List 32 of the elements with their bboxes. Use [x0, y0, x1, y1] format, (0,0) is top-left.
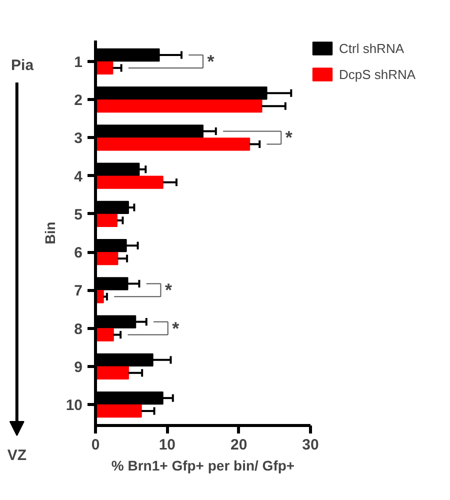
x-tick-label: 10 — [158, 436, 176, 454]
annotation: * — [207, 51, 214, 72]
text: VZ — [7, 447, 26, 464]
y-tick-label: 7 — [74, 282, 82, 300]
bar — [96, 99, 262, 113]
bar — [96, 214, 118, 228]
bar — [96, 328, 114, 342]
y-tick-label: 3 — [74, 130, 82, 148]
y-tick-label: 8 — [74, 320, 82, 338]
text: Pia — [11, 57, 34, 74]
annotation: * — [172, 318, 180, 338]
y-tick-label: 6 — [74, 244, 82, 262]
annotation: * — [285, 128, 292, 148]
bar — [96, 252, 118, 266]
bar — [96, 404, 142, 418]
bar — [96, 366, 129, 380]
y-tick-label: 1 — [74, 54, 82, 71]
y-tick-label: 9 — [74, 358, 82, 376]
bar — [96, 176, 164, 189]
x-tick-label: 20 — [230, 436, 248, 454]
x-tick-label: 30 — [302, 436, 319, 454]
y-tick-label: 2 — [74, 92, 82, 110]
legend-label: Ctrl shRNA — [339, 40, 404, 56]
y-tick-label: 4 — [74, 168, 84, 186]
y-tick-label: 5 — [74, 206, 82, 224]
legend-label: DcpS shRNA — [339, 66, 416, 82]
x-axis-title: % Brn1+ Gfp+ per bin/ Gfp+ — [111, 458, 295, 474]
y-tick-label: 10 — [66, 397, 83, 414]
bar — [96, 138, 250, 151]
annotation: * — [165, 280, 172, 300]
x-tick-label: 0 — [91, 436, 100, 454]
y-axis-title: Bin — [42, 222, 58, 244]
